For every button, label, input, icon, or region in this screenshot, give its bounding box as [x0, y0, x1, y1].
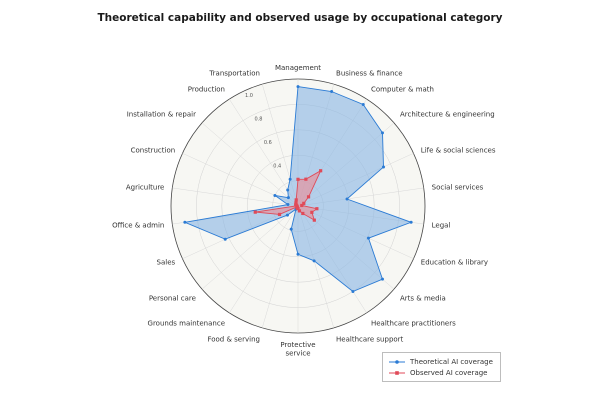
- data-point-theoretical: [361, 103, 365, 107]
- grid-spoke: [172, 187, 299, 207]
- tick-label: 0.4: [273, 164, 281, 170]
- category-label: Transportation: [208, 69, 260, 77]
- data-point-observed: [319, 169, 323, 173]
- legend-label-theoretical: Theoretical AI coverage: [410, 357, 493, 366]
- data-point-theoretical: [296, 252, 300, 256]
- category-label: Healthcare support: [336, 336, 404, 344]
- data-point-theoretical: [345, 197, 349, 201]
- data-point-observed: [300, 203, 304, 208]
- data-point-theoretical: [285, 213, 289, 217]
- category-label: Life & social sciences: [421, 146, 496, 154]
- category-labels: Management Business & finance Computer & m…: [112, 64, 496, 358]
- category-label: Office & admin: [112, 222, 164, 230]
- category-label: Personal care: [149, 294, 196, 302]
- data-point-observed: [312, 218, 316, 222]
- legend-item-observed: Observed AI coverage: [389, 367, 493, 378]
- series-observed: [253, 169, 323, 222]
- category-label: Arts & media: [400, 294, 446, 302]
- data-point-observed: [304, 177, 308, 181]
- tick-label: 0.6: [264, 140, 272, 146]
- category-label: Architecture & engineering: [400, 111, 495, 119]
- data-point-theoretical: [286, 188, 290, 192]
- data-point-theoretical: [312, 259, 316, 263]
- data-point-theoretical: [296, 85, 300, 89]
- series: [183, 85, 413, 293]
- legend-swatch-theoretical: [389, 359, 405, 364]
- data-point-theoretical: [289, 227, 293, 231]
- category-label: Legal: [432, 222, 451, 230]
- grid-spoke: [201, 122, 299, 207]
- category-label: Management: [275, 64, 321, 72]
- radial-tick-labels: 0.4 0.6 0.8 1.0: [245, 93, 281, 170]
- category-label: Business & finance: [336, 69, 403, 77]
- data-point-observed: [277, 212, 282, 217]
- category-label: Protective service: [280, 341, 315, 358]
- grid-spoke: [229, 205, 299, 313]
- data-point-theoretical: [351, 289, 355, 293]
- category-label: Food & serving: [207, 336, 260, 344]
- category-label: Social services: [432, 183, 484, 191]
- data-point-theoretical: [286, 196, 290, 200]
- data-point-theoretical: [273, 193, 277, 197]
- data-point-theoretical: [381, 165, 385, 169]
- legend-label-observed: Observed AI coverage: [410, 368, 488, 377]
- data-point-observed: [294, 201, 298, 205]
- data-point-observed: [253, 210, 257, 214]
- data-point-observed: [315, 207, 319, 211]
- data-point-observed: [306, 195, 311, 199]
- category-label: Grounds maintenance: [148, 320, 225, 328]
- data-point-observed: [302, 201, 306, 205]
- chart-title: Theoretical capability and observed usag…: [97, 12, 503, 24]
- category-label: Healthcare practitioners: [371, 320, 456, 328]
- category-label: Computer & math: [371, 85, 434, 93]
- data-point-theoretical: [286, 203, 290, 207]
- grid-spoke: [201, 205, 299, 290]
- data-point-theoretical: [366, 236, 370, 240]
- data-point-observed: [296, 177, 300, 181]
- category-label: Production: [188, 85, 225, 93]
- data-point-theoretical: [380, 131, 384, 135]
- data-point-theoretical: [330, 89, 334, 93]
- data-point-observed: [297, 209, 302, 213]
- category-label: Education & library: [421, 259, 488, 267]
- legend-swatch-observed: [389, 370, 405, 375]
- grid-spoke: [229, 99, 299, 207]
- data-point-theoretical: [223, 237, 227, 241]
- data-point-theoretical: [183, 220, 187, 224]
- tick-label: 0.8: [254, 116, 262, 122]
- data-point-observed: [294, 198, 298, 202]
- data-point-observed: [301, 211, 305, 216]
- legend-item-theoretical: Theoretical AI coverage: [389, 356, 493, 367]
- tick-label: 1.0: [245, 93, 253, 99]
- data-point-theoretical: [409, 220, 413, 224]
- category-label: Sales: [157, 259, 176, 267]
- category-label: Construction: [131, 146, 176, 154]
- data-point-theoretical: [380, 277, 384, 281]
- legend: Theoretical AI coverage Observed AI cove…: [382, 352, 501, 382]
- data-point-theoretical: [288, 177, 292, 181]
- category-label: Agriculture: [126, 183, 165, 191]
- category-label: Installation & repair: [127, 111, 196, 119]
- data-point-observed: [310, 210, 314, 214]
